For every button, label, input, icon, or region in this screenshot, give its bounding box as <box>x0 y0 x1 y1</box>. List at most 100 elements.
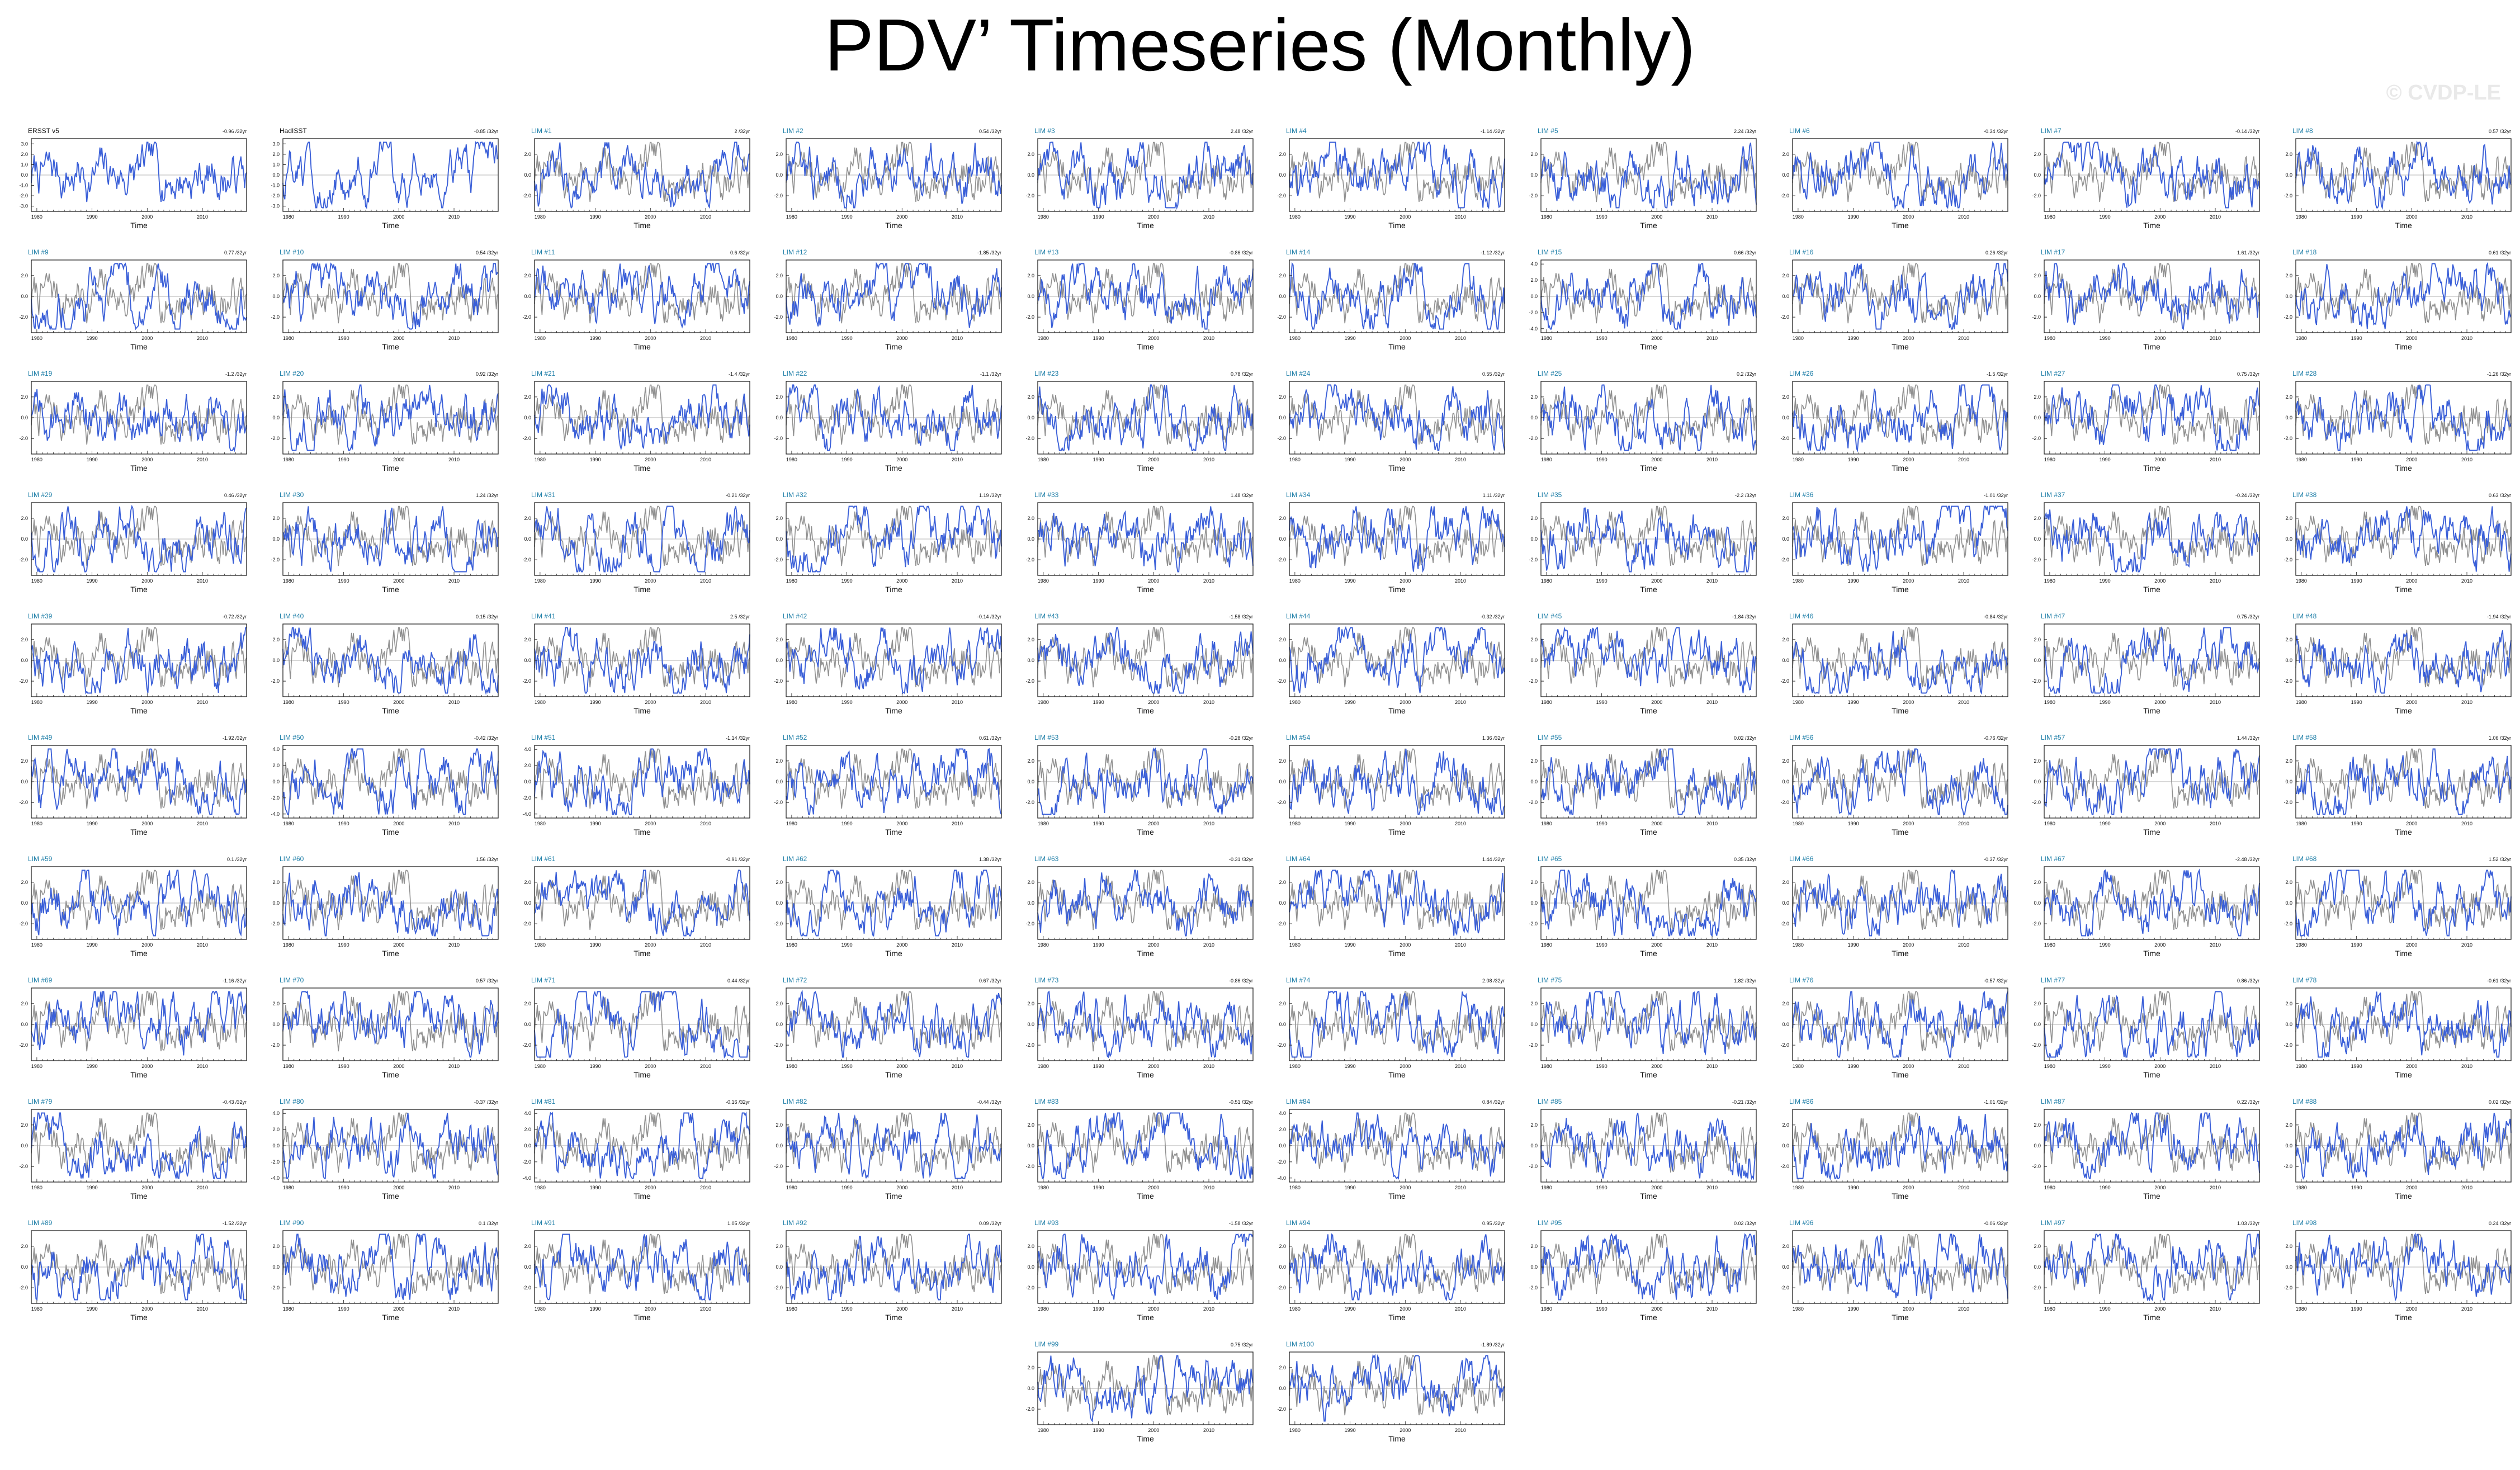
panel: LIM #78 -0.61 /32yr 2.0 0.0 -2.0 1980 1990 2000… <box>2283 976 2512 1079</box>
x-tick-label: 2000 <box>141 942 153 948</box>
x-tick-label: 2010 <box>1203 1185 1214 1190</box>
x-tick-label: 2010 <box>1706 457 1718 462</box>
y-tick-label: 2.0 <box>2034 1122 2041 1128</box>
obs-series-line <box>1792 384 2008 445</box>
x-tick-label: 2010 <box>448 1185 460 1190</box>
x-tick-label: 2000 <box>2154 457 2166 462</box>
x-tick-label: 2000 <box>645 335 656 341</box>
panel: LIM #58 1.06 /32yr 2.0 0.0 -2.0 1980 1990 2000 2… <box>2283 734 2512 836</box>
panel-title: LIM #10 <box>280 248 304 256</box>
y-tick-label: 0.0 <box>21 294 28 299</box>
y-tick-label: 2.0 <box>21 1122 28 1128</box>
trend-label: -0.61 /32yr <box>2487 978 2511 984</box>
panel: LIM #77 0.86 /32yr 2.0 0.0 -2.0 1980 1990 2000 2… <box>2032 976 2260 1079</box>
panel: LIM #18 0.61 /32yr 2.0 0.0 -2.0 1980 1990 2000 2… <box>2283 248 2512 351</box>
x-axis-label: Time <box>382 342 399 351</box>
x-axis-label: Time <box>382 585 399 594</box>
obs-series-line <box>31 505 247 566</box>
obs-series-line <box>786 991 1002 1052</box>
y-tick-label: -2.0 <box>1277 193 1286 198</box>
x-tick-label: 1980 <box>786 335 797 341</box>
x-tick-label: 1990 <box>1848 335 1859 341</box>
y-tick-label: 0.0 <box>2034 658 2041 663</box>
x-axis-label: Time <box>885 706 902 715</box>
y-tick-label: -2.0 <box>522 1159 531 1165</box>
obs-series-line <box>1289 991 1505 1052</box>
x-tick-label: 1990 <box>2100 578 2111 584</box>
model-series-line <box>1540 626 1757 693</box>
obs-series-line <box>534 991 750 1052</box>
panel: ERSST v5 -0.96 /32yr 3.0 2.0 1.0 0.0 -1.0 -2.0 -… <box>19 127 247 230</box>
y-tick-label: 2.0 <box>1027 1001 1034 1006</box>
x-tick-label: 2000 <box>1651 214 1662 220</box>
model-series-line <box>1289 990 1505 1058</box>
y-tick-label: 2.0 <box>2285 880 2292 885</box>
panel-title: LIM #45 <box>1538 612 1562 620</box>
trend-label: 0.35 /32yr <box>1734 857 1756 862</box>
y-tick-label: 2.0 <box>1279 880 1286 885</box>
trend-label: 1.44 /32yr <box>1482 857 1505 862</box>
trend-label: 1.24 /32yr <box>476 493 498 498</box>
x-axis-label: Time <box>2143 706 2160 715</box>
x-tick-label: 1990 <box>1093 1185 1104 1190</box>
y-tick-label: 2.0 <box>1530 394 1538 400</box>
x-tick-label: 2000 <box>645 821 656 826</box>
panel-title: LIM #6 <box>1789 127 1810 135</box>
y-tick-label: 0.0 <box>1782 658 1789 663</box>
y-tick-label: 2.0 <box>2285 152 2292 157</box>
y-tick-label: 2.0 <box>272 880 280 885</box>
trend-label: -1.26 /32yr <box>2487 371 2511 377</box>
y-tick-label: 2.0 <box>2034 1001 2041 1006</box>
y-tick-label: 0.0 <box>2034 779 2041 784</box>
panel: LIM #82 -0.44 /32yr 2.0 0.0 -2.0 1980 1990 2000… <box>774 1098 1002 1200</box>
x-tick-label: 2000 <box>1651 457 1662 462</box>
x-tick-label: 1980 <box>1541 699 1552 705</box>
y-tick-label: -4.0 <box>1277 1175 1286 1181</box>
x-tick-label: 1980 <box>31 1185 42 1190</box>
x-axis-label: Time <box>1137 342 1154 351</box>
obs-series-line <box>1540 384 1757 445</box>
y-tick-label: 0.0 <box>776 294 783 299</box>
y-tick-label: -2.0 <box>2032 800 2041 805</box>
x-tick-label: 1980 <box>786 699 797 705</box>
x-axis-label: Time <box>1892 342 1909 351</box>
x-axis-label: Time <box>1388 1070 1406 1079</box>
x-tick-label: 1990 <box>1345 699 1356 705</box>
model-series-line <box>534 263 750 329</box>
panel: LIM #59 0.1 /32yr 2.0 0.0 -2.0 1980 1990 2000 20… <box>19 855 247 958</box>
x-axis-label: Time <box>382 464 399 472</box>
trend-label: -1.2 /32yr <box>225 371 247 377</box>
x-axis-label: Time <box>2143 585 2160 594</box>
x-tick-label: 2010 <box>1203 699 1214 705</box>
obs-series-line <box>282 627 499 688</box>
trend-label: 0.57 /32yr <box>476 978 498 984</box>
panel-title: LIM #64 <box>1286 855 1311 863</box>
panel-title: LIM #33 <box>1034 491 1059 499</box>
y-tick-label: 2.0 <box>776 273 783 278</box>
panel: LIM #85 -0.21 /32yr 2.0 0.0 -2.0 1980 1990 2000… <box>1529 1098 1757 1200</box>
y-tick-label: 2.0 <box>776 394 783 400</box>
y-tick-label: 0.0 <box>1530 658 1538 663</box>
y-tick-label: 2.0 <box>1782 637 1789 642</box>
panel: LIM #3 2.48 /32yr 2.0 0.0 -2.0 1980 1990 2000 20… <box>1025 127 1254 230</box>
y-tick-label: 0.0 <box>1782 1022 1789 1027</box>
panel: LIM #69 -1.16 /32yr 2.0 0.0 -2.0 1980 1990 2000… <box>19 976 247 1079</box>
panel: LIM #21 -1.4 /32yr 2.0 0.0 -2.0 1980 1990 2000 2… <box>522 370 750 472</box>
x-tick-label: 2010 <box>1455 821 1466 826</box>
x-axis-label: Time <box>1892 828 1909 836</box>
panel: LIM #40 0.15 /32yr 2.0 0.0 -2.0 1980 1990 2000 2… <box>271 612 499 715</box>
y-tick-label: 2.0 <box>2034 880 2041 885</box>
y-tick-label: 2.0 <box>524 637 531 642</box>
x-axis-label: Time <box>1640 464 1657 472</box>
x-tick-label: 2000 <box>141 1063 153 1069</box>
x-tick-label: 2000 <box>896 578 907 584</box>
x-axis-label: Time <box>633 221 651 230</box>
x-axis-label: Time <box>633 949 651 958</box>
model-series-line <box>786 384 1002 451</box>
x-tick-label: 1980 <box>535 457 546 462</box>
x-axis-label: Time <box>2395 949 2412 958</box>
obs-series-line <box>1037 505 1254 566</box>
x-tick-label: 2010 <box>700 1063 711 1069</box>
y-tick-label: -2.0 <box>522 557 531 563</box>
